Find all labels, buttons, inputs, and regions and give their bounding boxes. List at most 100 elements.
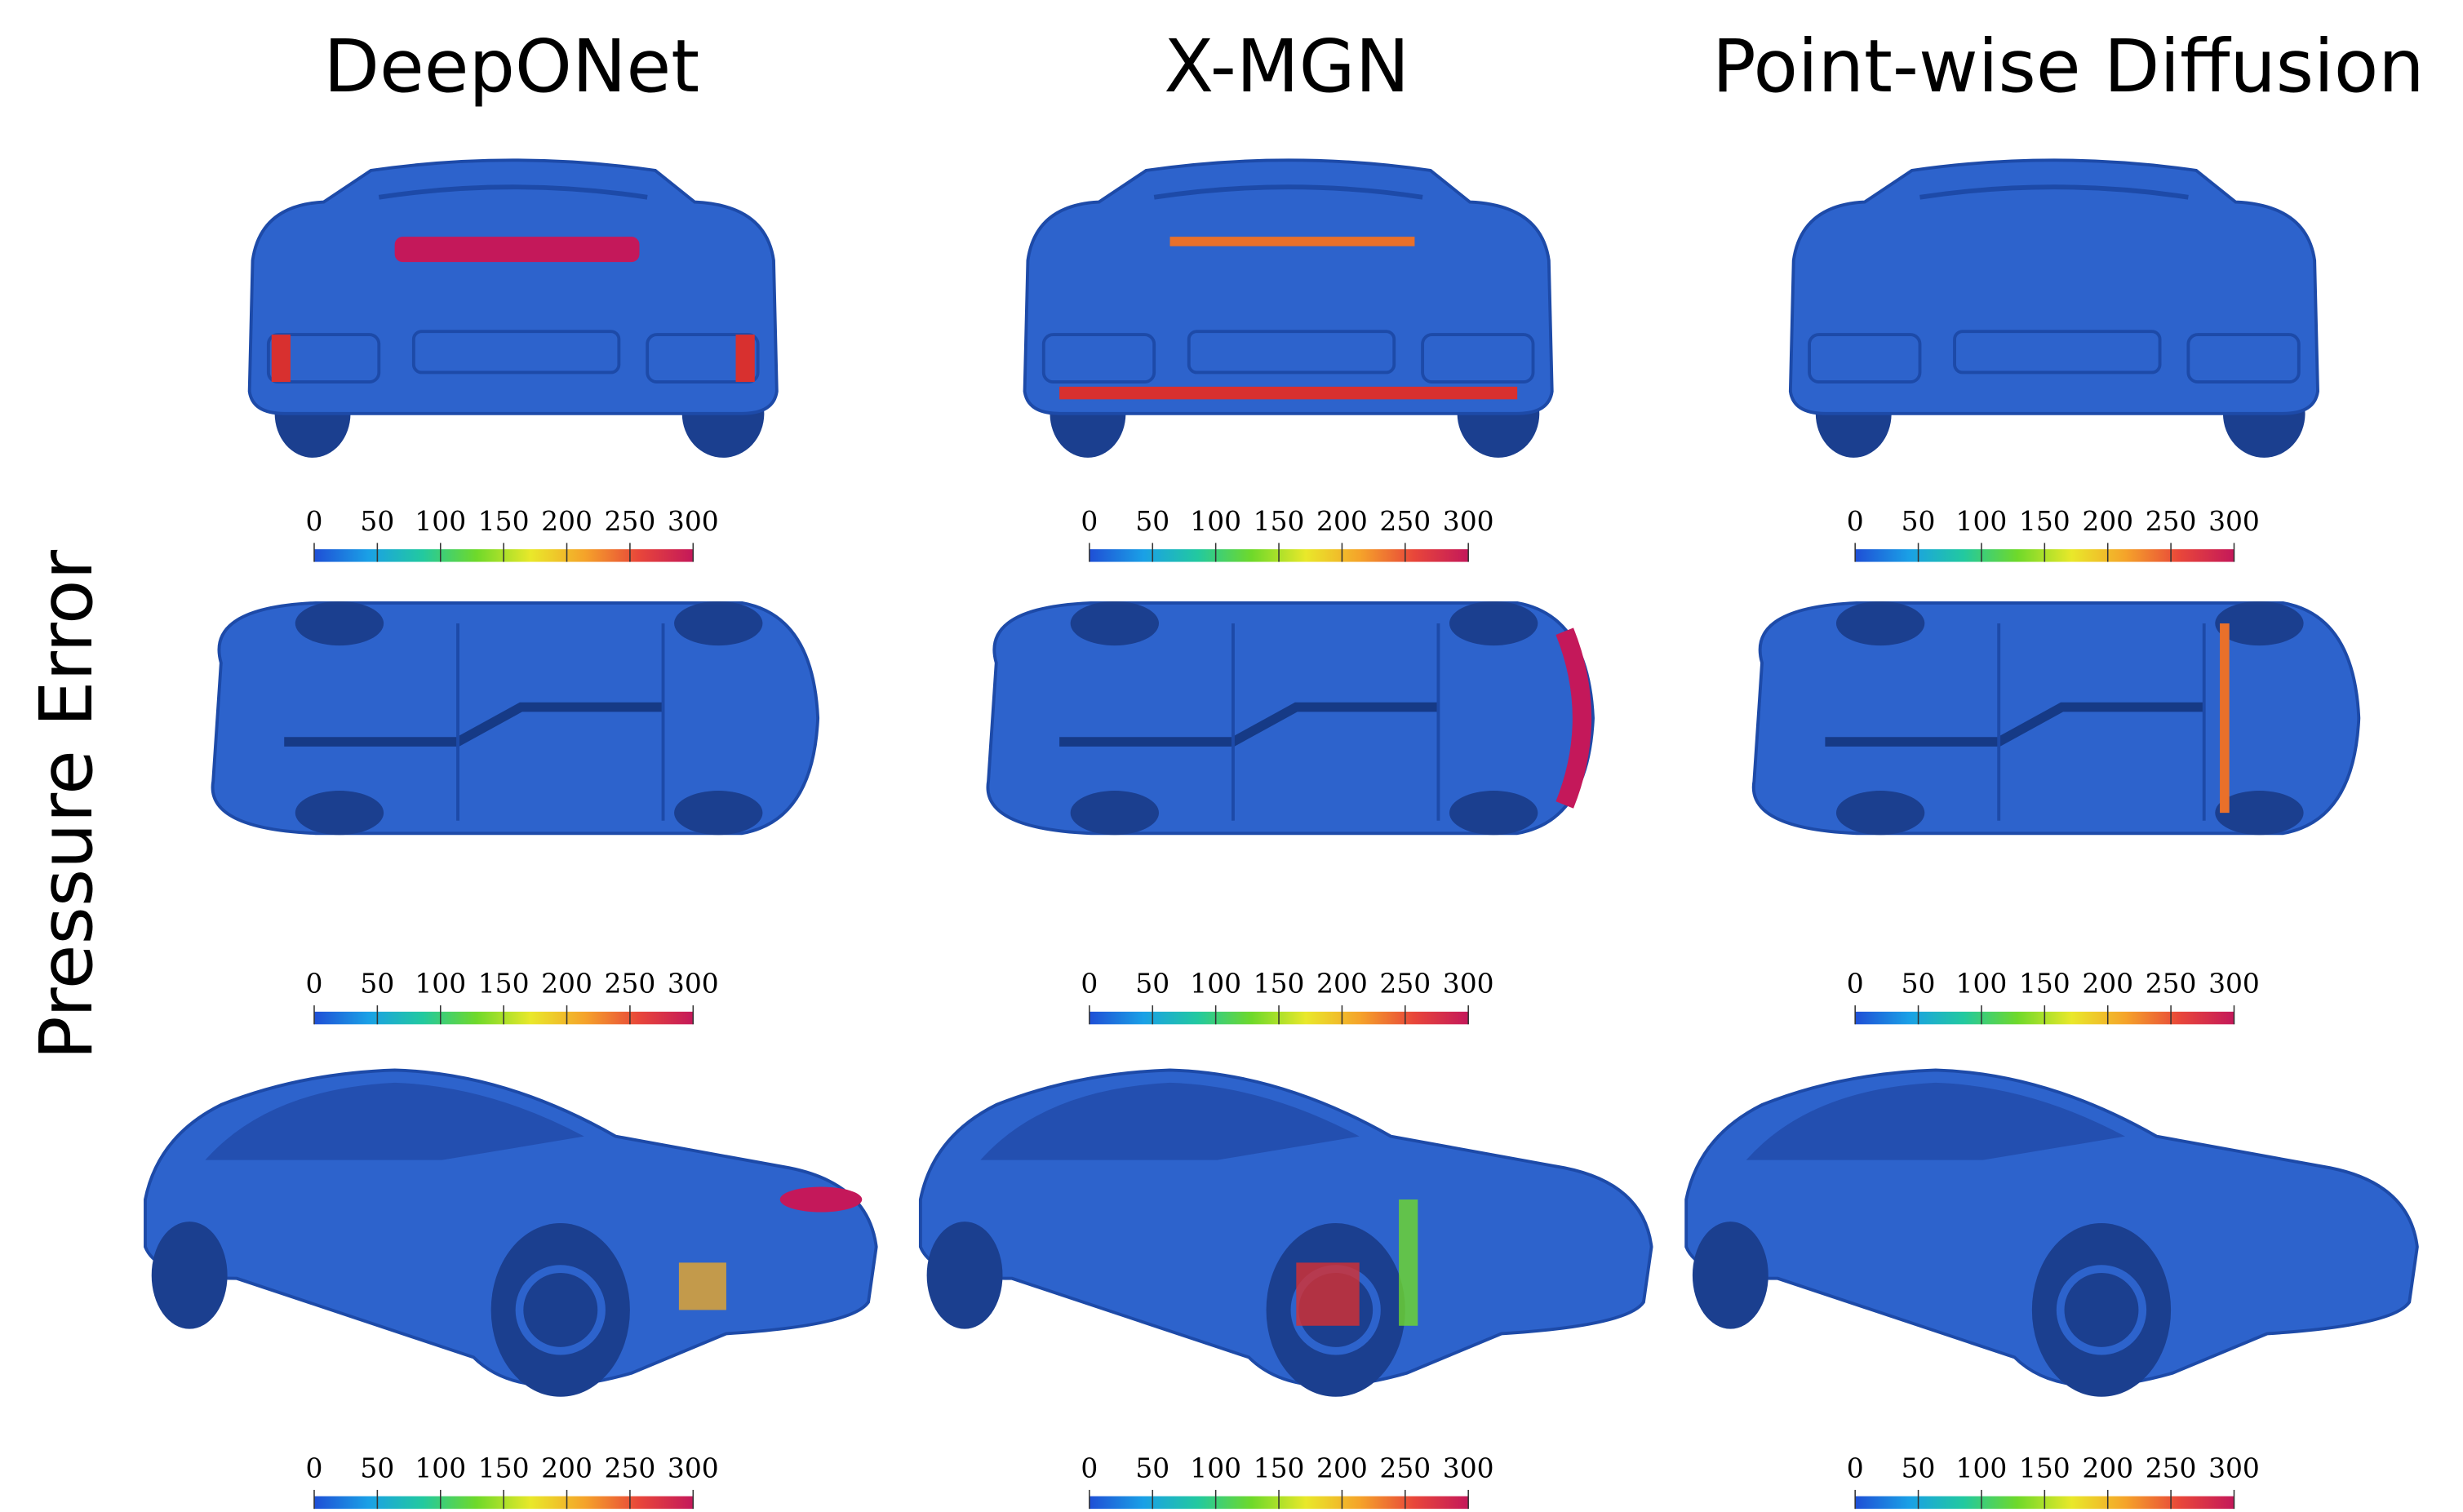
colorbar-tick-label: 250 [1379,968,1431,1000]
colorbar-tick-label: 0 [306,505,323,537]
colorbar-tick-label: 300 [2208,1452,2260,1483]
column-title: DeepONet [323,24,699,109]
colorbar: 0 50 100 150 200 250 300 [306,505,719,562]
error-hotspot [1059,386,1518,400]
colorbar-tick-label: 200 [1316,968,1368,1000]
column-title: Point-wise Diffusion [1712,24,2425,109]
colorbar-tick-label: 150 [478,1452,530,1483]
car-render [213,601,819,835]
row-label: Pressure Error [24,550,109,1060]
car-render [921,1070,1652,1396]
colorbar-tick-label: 300 [668,505,719,537]
colorbar: 0 50 100 150 200 250 300 [1081,505,1494,562]
error-hotspot [271,335,291,383]
colorbar-tick-label: 50 [1135,1452,1169,1483]
colorbar-tick-label: 300 [2208,968,2260,1000]
colorbar-tick-label: 250 [1379,1452,1431,1483]
colorbar-tick-label: 150 [478,505,530,537]
colorbar-tick-label: 150 [2019,968,2070,1000]
colorbar-tick-label: 50 [1902,505,1936,537]
colorbar-tick-label: 200 [2082,505,2133,537]
colorbars: 0 50 100 150 200 250 300 0 50 100 150 200 250 300 0 50 1… [306,505,2260,1510]
car-render [145,1070,876,1396]
colorbar: 0 50 100 150 200 250 300 [1847,1452,2260,1510]
colorbar-tick-label: 150 [1254,505,1305,537]
colorbar: 0 50 100 150 200 250 300 [1847,968,2260,1025]
error-hotspot [678,1262,726,1310]
colorbar-tick-label: 200 [541,1452,592,1483]
colorbar-tick-label: 250 [2146,1452,2197,1483]
colorbar-tick-label: 50 [1902,968,1936,1000]
error-hotspot [735,335,755,383]
colorbar-tick-label: 0 [1847,505,1864,537]
car-render [250,160,777,458]
car-render [1686,1070,2417,1396]
colorbar-tick-label: 100 [1190,968,1241,1000]
error-hotspot [1169,237,1415,246]
colorbar-tick-label: 0 [1847,1452,1864,1483]
error-hotspot [394,237,640,263]
colorbar-tick-label: 300 [668,1452,719,1483]
colorbar-tick-label: 200 [541,505,592,537]
car-render [1754,601,2359,835]
colorbar-tick-label: 0 [306,968,323,1000]
colorbar-tick-label: 200 [1316,1452,1368,1483]
colorbar-tick-label: 50 [360,505,394,537]
colorbar-tick-label: 0 [1847,968,1864,1000]
column [145,160,876,1396]
error-hotspot [779,1186,863,1213]
colorbar-tick-label: 0 [306,1452,323,1483]
colorbar: 0 50 100 150 200 250 300 [306,968,719,1025]
colorbar-tick-label: 150 [2019,505,2070,537]
car-render [1025,160,1552,458]
colorbar-tick-label: 250 [605,968,656,1000]
colorbar-tick-label: 300 [2208,505,2260,537]
colorbar-tick-label: 250 [2146,968,2197,1000]
column [1686,160,2417,1396]
colorbar-tick-label: 100 [415,1452,466,1483]
colorbar-tick-label: 50 [1135,505,1169,537]
colorbar-tick-label: 0 [1081,1452,1098,1483]
colorbar-tick-label: 250 [605,1452,656,1483]
colorbar-tick-label: 50 [360,1452,394,1483]
colorbar-tick-label: 150 [1254,1452,1305,1483]
column-title: X-MGN [1164,24,1409,109]
car-render [1791,160,2318,458]
colorbar-tick-label: 300 [1443,505,1494,537]
colorbar-tick-label: 300 [668,968,719,1000]
colorbar: 0 50 100 150 200 250 300 [1081,1452,1494,1510]
column [921,160,1652,1396]
colorbar-tick-label: 50 [360,968,394,1000]
error-hotspot [1296,1262,1360,1326]
colorbar-tick-label: 100 [415,505,466,537]
colorbar-tick-label: 100 [1190,1452,1241,1483]
car-render [987,601,1593,835]
colorbar-tick-label: 250 [1379,505,1431,537]
colorbar-tick-label: 50 [1135,968,1169,1000]
colorbar-tick-label: 250 [2146,505,2197,537]
colorbar-tick-label: 300 [1443,968,1494,1000]
colorbar-tick-label: 100 [415,968,466,1000]
colorbar-tick-label: 0 [1081,968,1098,1000]
colorbar-tick-label: 250 [605,505,656,537]
colorbar-tick-label: 150 [1254,968,1305,1000]
colorbar-tick-label: 200 [1316,505,1368,537]
error-hotspot [1555,627,1591,809]
colorbar: 0 50 100 150 200 250 300 [306,1452,719,1510]
colorbar-tick-label: 200 [2082,968,2133,1000]
error-hotspot [1399,1199,1418,1326]
colorbar-tick-label: 100 [1190,505,1241,537]
colorbar-tick-label: 150 [478,968,530,1000]
colorbar: 0 50 100 150 200 250 300 [1081,968,1494,1025]
colorbar-tick-label: 300 [1443,1452,1494,1483]
colorbar-tick-label: 0 [1081,505,1098,537]
colorbar: 0 50 100 150 200 250 300 [1847,505,2260,562]
colorbar-tick-label: 50 [1902,1452,1936,1483]
colorbar-tick-label: 200 [541,968,592,1000]
error-hotspot [2220,623,2230,814]
colorbar-tick-label: 100 [1956,1452,2008,1483]
colorbar-tick-label: 100 [1956,968,2008,1000]
colorbar-tick-label: 100 [1956,505,2008,537]
